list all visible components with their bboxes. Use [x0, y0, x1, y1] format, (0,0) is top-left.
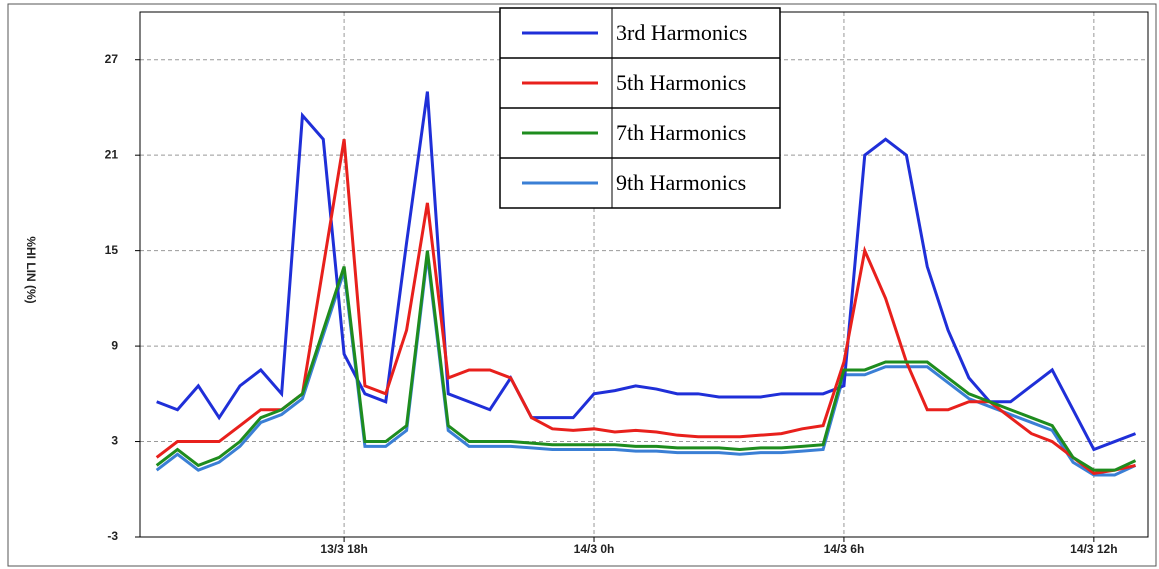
x-tick-label: 14/3 0h [574, 542, 615, 556]
x-tick-label: 13/3 18h [320, 542, 367, 556]
y-axis-title: %HI LIN (%) [24, 236, 38, 303]
x-tick-label: 14/3 6h [824, 542, 865, 556]
y-tick-label: -3 [107, 529, 118, 543]
y-tick-label: 21 [105, 147, 119, 161]
series-line [155, 250, 1137, 472]
y-tick-label: 9 [111, 338, 118, 352]
series-line [156, 91, 1137, 452]
y-tick-label: 27 [105, 52, 119, 66]
x-tick-label: 14/3 12h [1070, 542, 1117, 556]
legend-label: 9th Harmonics [616, 170, 746, 195]
y-tick-label: 15 [105, 243, 119, 257]
series-line [155, 139, 1136, 475]
legend-label: 7th Harmonics [616, 120, 746, 145]
legend-label: 5th Harmonics [616, 70, 746, 95]
y-tick-label: 3 [111, 434, 118, 448]
legend-label: 3rd Harmonics [616, 20, 747, 45]
